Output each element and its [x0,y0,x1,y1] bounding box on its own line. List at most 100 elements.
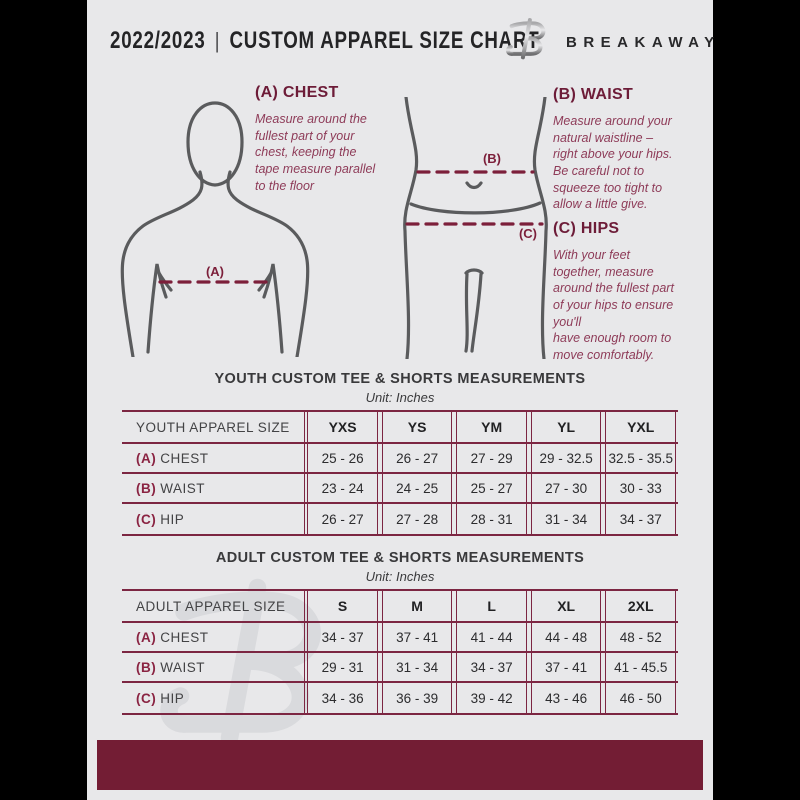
cell: 37 - 41 [528,652,604,682]
figure-chest-label: (A) [206,264,224,279]
cell: 32.5 - 35.5 [603,443,678,473]
size-chart-document: 2022/2023 | CUSTOM APPAREL SIZE CHART BREA… [87,0,714,800]
instruction-hips: (C) HIPS With your feet together, measur… [553,220,705,363]
cell: 30 - 33 [603,473,678,503]
row-label: CHEST [160,629,209,645]
youth-col-ys: YS [379,411,455,443]
waist-hip-measurement-figure: (B) (C) [403,97,548,359]
cell: 29 - 31 [305,652,380,682]
adult-chest-row: (A) CHEST 34 - 37 37 - 41 41 - 44 44 - 48… [122,622,678,652]
youth-section-unit: Unit: Inches [365,390,435,405]
cell: 37 - 41 [379,622,455,652]
youth-section-title: YOUTH CUSTOM TEE & SHORTS MEASUREMENTS [214,371,586,387]
cell: 36 - 39 [379,682,455,714]
youth-chest-row: (A) CHEST 25 - 26 26 - 27 27 - 29 29 - 32… [122,443,678,473]
cell: 25 - 26 [305,443,380,473]
youth-table-label-header: YOUTH APPAREL SIZE [122,411,306,443]
youth-col-yl: YL [528,411,604,443]
cell: 46 - 50 [603,682,678,714]
adult-col-xl: XL [528,590,604,622]
title-divider: | [214,28,221,53]
youth-waist-row-label: (B) WAIST [122,473,306,503]
brand-logo-icon [505,18,546,60]
adult-col-2xl: 2XL [603,590,678,622]
adult-section-header: ADULT CUSTOM TEE & SHORTS MEASUREMENTS U… [87,550,713,584]
cell: 25 - 27 [454,473,529,503]
row-key: (B) [136,659,157,675]
cell: 31 - 34 [379,652,455,682]
cell: 26 - 27 [379,443,455,473]
figure-waist-label: (B) [483,151,501,166]
footer-bar [97,740,703,790]
cell: 26 - 27 [305,503,380,535]
adult-chest-row-label: (A) CHEST [122,622,306,652]
cell: 44 - 48 [528,622,604,652]
adult-waist-row-label: (B) WAIST [122,652,306,682]
cell: 27 - 30 [528,473,604,503]
row-key: (B) [136,480,157,496]
cell: 34 - 37 [454,652,529,682]
youth-table-header-row: YOUTH APPAREL SIZE YXS YS YM YL YXL [122,411,678,443]
cell: 27 - 28 [379,503,455,535]
cell: 28 - 31 [454,503,529,535]
youth-hip-row: (C) HIP 26 - 27 27 - 28 28 - 31 31 - 34 3… [122,503,678,535]
adult-section-title: ADULT CUSTOM TEE & SHORTS MEASUREMENTS [215,550,585,566]
header: 2022/2023 | CUSTOM APPAREL SIZE CHART BREA… [87,0,714,72]
cell: 43 - 46 [528,682,604,714]
row-key: (C) [136,511,157,527]
youth-chest-row-label: (A) CHEST [122,443,306,473]
youth-col-yxs: YXS [305,411,380,443]
cell: 24 - 25 [379,473,455,503]
instruction-hips-body: With your feet together, measure around … [553,248,674,362]
figure-hip-label: (C) [519,226,537,241]
cell: 29 - 32.5 [528,443,604,473]
season-label: 2022/2023 [110,27,206,54]
letterbox-right [713,0,800,800]
instruction-waist-heading: (B) WAIST [553,86,634,103]
row-key: (A) [136,450,157,466]
page-title: 2022/2023 | CUSTOM APPAREL SIZE CHART [110,27,539,55]
youth-size-table: YOUTH APPAREL SIZE YXS YS YM YL YXL (A) C… [122,410,678,536]
youth-col-ym: YM [454,411,529,443]
cell: 41 - 44 [454,622,529,652]
instruction-waist-body: Measure around your natural waistline – … [553,114,673,212]
cell: 48 - 52 [603,622,678,652]
row-label: HIP [160,690,185,706]
brand-name: BREAKAWAY [566,34,721,51]
cell: 34 - 37 [603,503,678,535]
youth-col-yxl: YXL [603,411,678,443]
cell: 23 - 24 [305,473,380,503]
adult-hip-row: (C) HIP 34 - 36 36 - 39 39 - 42 43 - 46 4… [122,682,678,714]
instruction-chest-heading: (A) CHEST [255,84,339,101]
adult-size-table: ADULT APPAREL SIZE S M L XL 2XL (A) CHEST… [122,589,678,715]
youth-hip-row-label: (C) HIP [122,503,306,535]
adult-hip-row-label: (C) HIP [122,682,306,714]
youth-waist-row: (B) WAIST 23 - 24 24 - 25 25 - 27 27 - 30… [122,473,678,503]
instruction-chest: (A) CHEST Measure around the fullest par… [255,84,407,194]
cell: 34 - 37 [305,622,380,652]
adult-table-header-row: ADULT APPAREL SIZE S M L XL 2XL [122,590,678,622]
row-label: WAIST [160,480,205,496]
cell: 39 - 42 [454,682,529,714]
chest-measurement-figure: (A) [120,101,310,357]
letterbox-left [0,0,87,800]
adult-col-s: S [305,590,380,622]
row-label: CHEST [160,450,209,466]
adult-table-label-header: ADULT APPAREL SIZE [122,590,306,622]
cell: 31 - 34 [528,503,604,535]
cell: 41 - 45.5 [603,652,678,682]
youth-section-header: YOUTH CUSTOM TEE & SHORTS MEASUREMENTS U… [87,371,713,405]
cell: 34 - 36 [305,682,380,714]
adult-col-m: M [379,590,455,622]
title-text: CUSTOM APPAREL SIZE CHART [229,27,540,54]
row-label: WAIST [160,659,205,675]
instruction-chest-body: Measure around the fullest part of your … [255,112,376,193]
instruction-hips-heading: (C) HIPS [553,220,620,237]
instruction-waist: (B) WAIST Measure around your natural wa… [553,86,705,213]
row-key: (A) [136,629,157,645]
adult-col-l: L [454,590,529,622]
row-label: HIP [160,511,185,527]
cell: 27 - 29 [454,443,529,473]
row-key: (C) [136,690,157,706]
adult-section-unit: Unit: Inches [365,569,435,584]
